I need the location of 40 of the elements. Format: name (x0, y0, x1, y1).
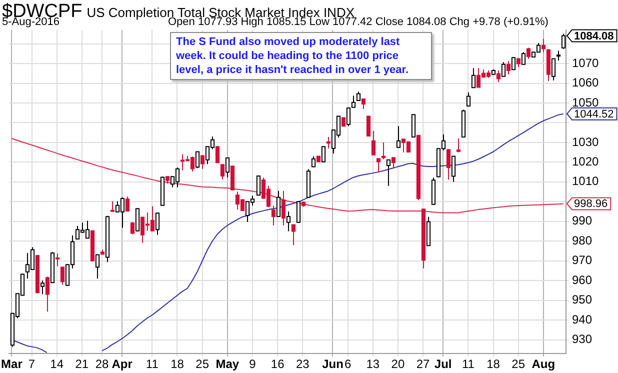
y-tick-label: 1050 (572, 95, 600, 110)
x-tick-label: 7 (28, 357, 36, 372)
y-tick-label: 990 (572, 214, 592, 228)
y-tick-label: 950 (572, 292, 592, 307)
y-tick-label: 970 (572, 253, 592, 268)
y-tick-label: 960 (572, 272, 592, 287)
x-tick-label: 9 (249, 357, 256, 372)
x-tick-label: 14 (50, 357, 64, 372)
x-tick-label: 25 (512, 357, 526, 372)
x-tick-label: Aug (532, 357, 556, 372)
x-tick-label: 27 (416, 357, 430, 372)
x-tick-label: 20 (391, 357, 405, 372)
x-tick-label: 21 (75, 357, 89, 372)
annotation: The S Fund also moved up moderately last week. It could be heading to the 1100 price level, a price it hasn't reached in over 1 year. (170, 32, 432, 80)
x-tick-label: 11 (146, 357, 159, 372)
x-tick-label: Apr (112, 357, 133, 372)
data-label: 1044.52 (574, 108, 614, 120)
data-label: 998.96 (574, 198, 608, 210)
x-tick-label: 25 (196, 357, 210, 372)
y-tick-label: 980 (572, 233, 592, 248)
y-tick-label: 930 (572, 332, 592, 346)
x-tick-label: 16 (270, 357, 285, 372)
x-tick-label: Mar (1, 357, 23, 372)
x-tick-label: 28 (95, 357, 109, 372)
y-tick-label: 1060 (572, 76, 600, 90)
x-tick-label: May (216, 357, 240, 372)
x-tick-label: 18 (486, 357, 500, 372)
x-tick-label: 13 (366, 357, 380, 372)
y-tick-label: 1020 (572, 154, 600, 169)
x-tick-label: 11 (462, 357, 475, 372)
y-tick-label: 1070 (572, 56, 600, 70)
x-tick-label: Jun (322, 357, 344, 372)
text: 1084.08 (574, 30, 614, 42)
x-tick-label: 23 (296, 357, 310, 372)
x-tick-label: 18 (170, 357, 184, 372)
x-tick-label: Jul (434, 357, 452, 372)
y-tick-label: 1010 (572, 174, 600, 188)
y-tick-label: 1030 (572, 134, 600, 149)
x-tick-label: 6 (344, 357, 352, 372)
y-tick-label: 940 (572, 312, 592, 326)
